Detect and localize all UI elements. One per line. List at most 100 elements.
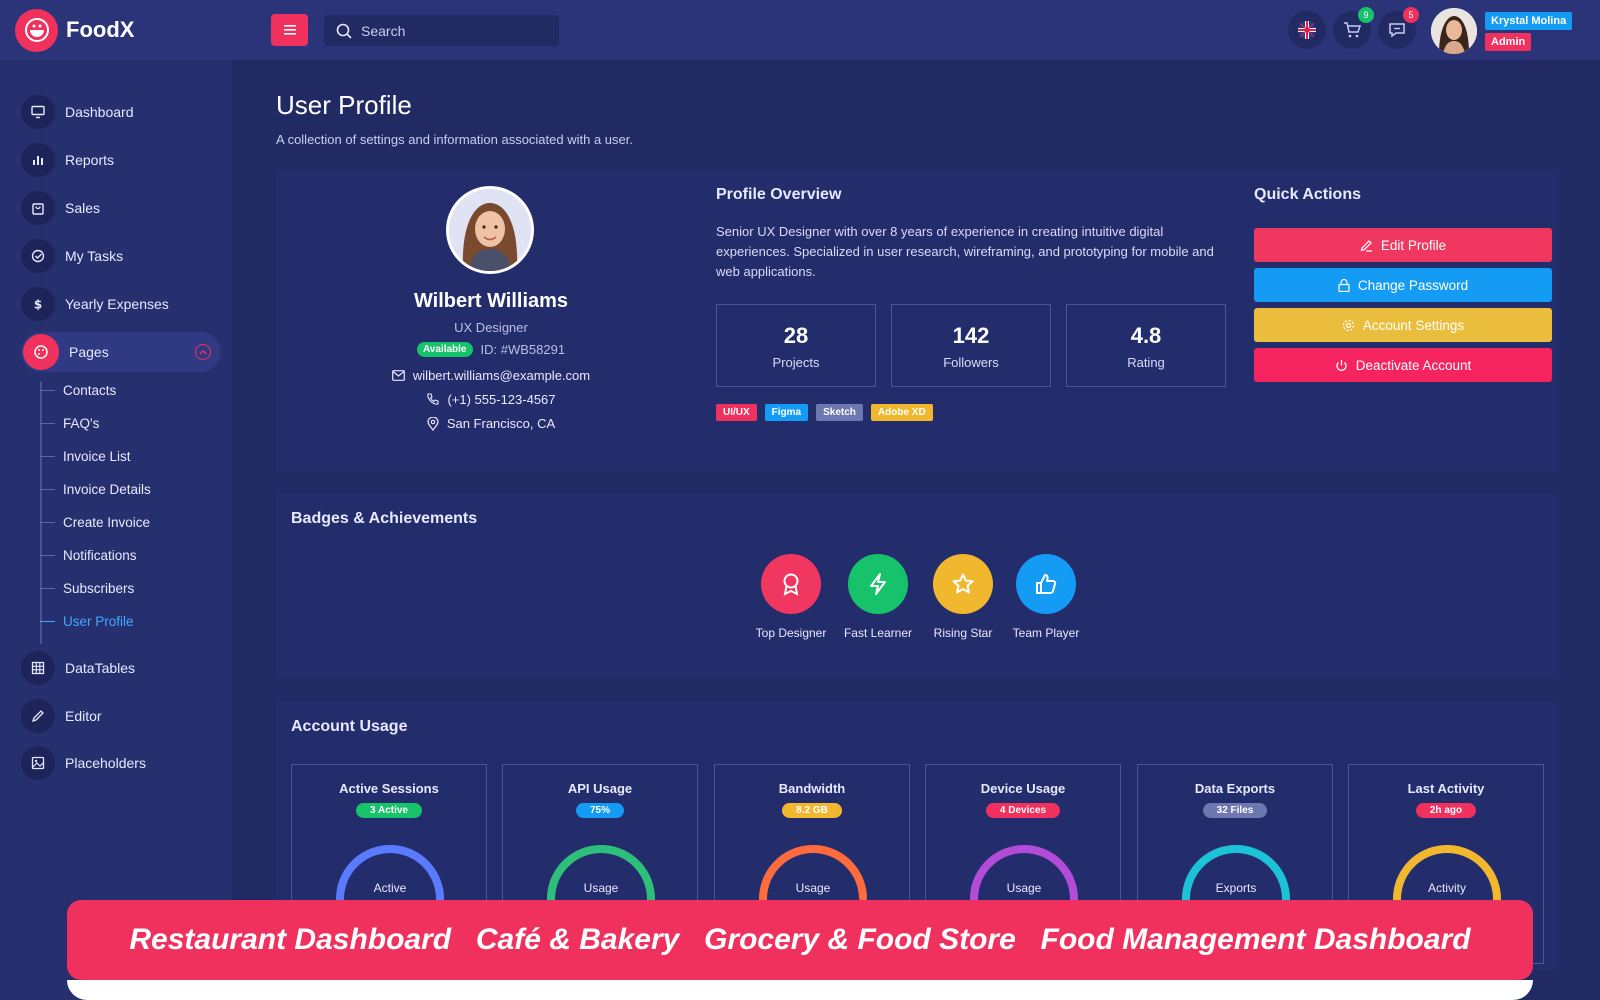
badge-top-designer[interactable]: Top Designer [746,554,836,640]
lightning-icon [848,554,908,614]
table-icon [21,651,55,685]
sidebar-item-label: Yearly Expenses [65,296,169,312]
gear-icon [1342,319,1354,331]
subitem-label: Subscribers [63,580,135,596]
stat-label: Rating [1127,355,1165,370]
sidebar-subitem-faqs[interactable]: FAQ's [40,413,99,433]
subitem-label: Invoice Details [63,481,151,497]
account-settings-button[interactable]: Account Settings [1254,308,1552,342]
usage-title: Device Usage [980,781,1066,796]
sidebar-subitem-notifications[interactable]: Notifications [40,545,137,565]
gauge-label: Activity [1427,881,1466,895]
sidebar-subitem-invoice-details[interactable]: Invoice Details [40,479,151,499]
usage-pill: 3 Active [356,803,422,818]
banner-item: Grocery & Food Store [704,923,1016,956]
profile-overview-text: Senior UX Designer with over 8 years of … [716,224,1214,279]
usage-title: Data Exports [1194,781,1276,796]
profile-photo-icon [449,189,531,271]
banner-item: Café & Bakery [475,923,680,956]
cart-icon [1344,22,1361,38]
messages-button[interactable]: 5 [1378,7,1419,49]
food-bowl-icon [15,8,58,52]
menu-toggle-button[interactable] [271,14,308,46]
sidebar-subitem-invoice-list[interactable]: Invoice List [40,446,131,466]
user-photo-icon [1431,8,1477,54]
chevron-up-icon[interactable] [195,344,211,360]
sidebar-item-placeholders[interactable]: Placeholders [21,745,220,781]
subitem-label: FAQ's [63,415,100,431]
page-subtitle: A collection of settings and information… [276,132,633,147]
profile-role: UX Designer [454,320,528,335]
usage-pill: 8.2 GB [782,803,842,818]
profile-email-row[interactable]: wilbert.williams@example.com [276,368,706,383]
edit-icon [1360,239,1372,252]
sidebar-item-label: Dashboard [65,104,134,120]
sidebar-item-sales[interactable]: Sales [21,190,220,226]
sidebar-item-datatables[interactable]: DataTables [21,650,220,686]
sidebar-item-editor[interactable]: Editor [21,698,220,734]
phone-icon [427,393,440,405]
gauge-label: Usage [583,881,619,895]
cart-button[interactable]: 9 [1333,7,1374,49]
profile-phone: (+1) 555-123-4567 [447,392,556,407]
profile-id-row: Available ID: #WB58291 [276,342,706,357]
sidebar-item-dashboard[interactable]: Dashboard [21,94,220,130]
button-label: Deactivate Account [1355,357,1472,373]
badges-title: Badges & Achievements [291,510,478,527]
stat-label: Projects [772,355,820,370]
gauge-label: Active [373,881,407,895]
sidebar-subitem-subscribers[interactable]: Subscribers [40,578,134,598]
hamburger-icon [283,25,296,35]
change-password-button[interactable]: Change Password [1254,268,1552,302]
profile-name: Wilbert Williams [413,290,569,312]
mail-icon [392,370,405,381]
subitem-label: Contacts [63,382,117,398]
search-box[interactable] [324,15,559,46]
stat-followers: 142 Followers [891,304,1051,387]
profile-location: San Francisco, CA [446,416,556,431]
stat-value: 28 [783,323,809,348]
usage-pill: 4 Devices [985,803,1061,818]
gauge-label: Usage [1006,881,1042,895]
profile-phone-row[interactable]: (+1) 555-123-4567 [276,392,706,407]
profile-location-row: San Francisco, CA [276,416,706,431]
search-input[interactable] [361,22,541,39]
sidebar-subitem-user-profile[interactable]: User Profile [40,611,134,631]
language-button[interactable] [1288,11,1326,49]
status-badge: Available [416,342,473,357]
sidebar-item-pages[interactable]: Pages [21,332,221,372]
user-avatar[interactable] [1431,8,1477,54]
sidebar-subitem-contacts[interactable]: Contacts [40,380,116,400]
tag-uiux: UI/UX [716,404,757,421]
subitem-label: User Profile [63,613,134,629]
palette-icon [23,334,59,370]
edit-profile-button[interactable]: Edit Profile [1254,228,1552,262]
profile-email: wilbert.williams@example.com [412,368,591,383]
gauge-label: Exports [1215,881,1257,895]
subitem-label: Invoice List [63,448,131,464]
stat-label: Followers [943,355,999,370]
sidebar-subitem-create-invoice[interactable]: Create Invoice [40,512,150,532]
subitem-label: Notifications [63,547,137,563]
banner-item: Food Management Dashboard [1040,923,1471,956]
badge-rising-star[interactable]: Rising Star [918,554,1008,640]
usage-pill: 32 Files [1202,803,1268,818]
sidebar-item-yearly-expenses[interactable]: $ Yearly Expenses [21,286,220,322]
brand-name: FoodX [66,17,135,42]
badge-fast-learner[interactable]: Fast Learner [833,554,923,640]
profile-avatar [446,186,534,274]
badge-team-player[interactable]: Team Player [1001,554,1091,640]
cart-count-badge: 9 [1358,7,1374,23]
sidebar-item-my-tasks[interactable]: My Tasks [21,238,220,274]
stat-value: 142 [952,323,990,348]
banner-bottom-edge [67,980,1533,1000]
gauge-label: Usage [795,881,831,895]
sidebar-item-reports[interactable]: Reports [21,142,220,178]
sidebar-item-label: My Tasks [65,248,124,264]
account-usage-title: Account Usage [291,718,408,735]
sidebar-item-label: DataTables [65,660,136,676]
lock-icon [1338,278,1350,292]
brand[interactable]: FoodX [0,0,232,60]
deactivate-account-button[interactable]: Deactivate Account [1254,348,1552,382]
badge-label: Team Player [1012,626,1080,640]
